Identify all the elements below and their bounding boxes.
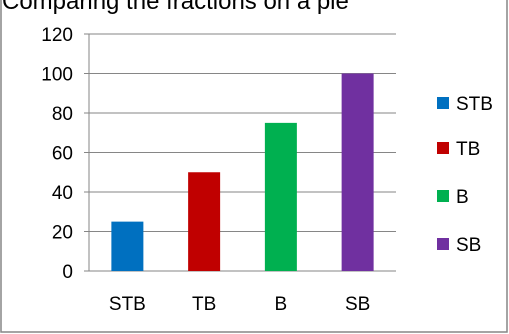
y-tick-label: 60: [52, 144, 73, 165]
legend-swatch-tb: [437, 142, 449, 154]
bar-sb: [341, 73, 374, 271]
legend-swatch-sb: [437, 238, 449, 250]
bar-tb: [188, 172, 221, 271]
x-tick-labels: STB TB B SB: [109, 294, 370, 315]
legend-label: TB: [456, 139, 480, 160]
x-tick-label: B: [275, 294, 288, 315]
legend-swatch-stb: [437, 97, 449, 109]
chart-title: Comparing the fractions on a pie: [2, 0, 349, 15]
legend-label: STB: [456, 94, 493, 115]
y-tick-labels: 0 20 40 60 80 100 120: [41, 25, 73, 283]
x-tick-label: SB: [345, 294, 370, 315]
bars: [111, 73, 374, 271]
bar-b: [264, 122, 297, 271]
legend-swatch-b: [437, 190, 449, 202]
legend-label: SB: [456, 235, 481, 256]
y-tick-label: 100: [41, 65, 73, 86]
bar-stb: [111, 221, 144, 271]
legend-label: B: [456, 187, 469, 208]
y-tick-label: 40: [52, 183, 73, 204]
y-tick-label: 0: [62, 262, 73, 283]
legend: STB TB B SB: [437, 94, 493, 256]
x-tick-label: STB: [109, 294, 146, 315]
y-tick-label: 80: [52, 104, 73, 125]
x-tick-label: TB: [192, 294, 216, 315]
y-tick-label: 120: [41, 25, 73, 46]
y-tick-label: 20: [52, 223, 73, 244]
